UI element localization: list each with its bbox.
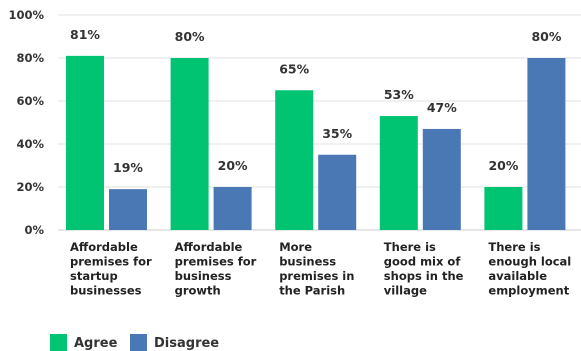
- category-label-line: enough local: [488, 255, 571, 269]
- bar-agree: [484, 187, 523, 230]
- bar-disagree: [422, 128, 461, 230]
- bar-agree: [379, 116, 418, 230]
- data-label: 65%: [279, 61, 309, 76]
- legend-swatch-disagree: [130, 334, 147, 351]
- y-tick-label: 0%: [24, 223, 44, 237]
- category-label-line: businesses: [70, 284, 142, 298]
- bar-disagree: [318, 154, 357, 230]
- category-label-line: More: [279, 240, 312, 254]
- legend-label-agree: Agree: [74, 336, 118, 351]
- category-label: There is enough local available employment: [488, 240, 571, 298]
- category-labels: Affordable premises for startup businessesA…: [70, 240, 571, 298]
- bar-disagree: [527, 58, 566, 230]
- legend-swatch-agree: [50, 334, 67, 351]
- category-label-line: premises for: [70, 255, 152, 269]
- bar-agree: [275, 90, 314, 230]
- category-label-line: good mix of: [384, 255, 462, 269]
- bar-agree: [66, 55, 104, 230]
- data-labels: 81% 80% 65% 53% 20% 19% 20% 35% 47% 80%: [70, 27, 562, 175]
- category-label: More business premises in the Parish: [279, 240, 354, 298]
- category-label-line: Affordable: [175, 240, 243, 254]
- bars: [66, 55, 566, 230]
- category-label-line: There is: [488, 240, 540, 254]
- category-label-line: Affordable: [70, 240, 138, 254]
- category-label-line: village: [384, 284, 427, 298]
- y-tick-label: 80%: [16, 51, 44, 65]
- y-axis-ticks: 0% 20% 40% 60% 80% 100%: [8, 8, 44, 237]
- data-label: 35%: [322, 126, 352, 141]
- category-label-line: business: [175, 269, 232, 283]
- y-tick-label: 60%: [16, 94, 44, 108]
- bar-agree: [170, 58, 209, 230]
- legend-label-disagree: Disagree: [154, 336, 219, 351]
- data-label: 81%: [70, 27, 100, 42]
- y-tick-label: 100%: [8, 8, 44, 22]
- category-label-line: business: [279, 255, 336, 269]
- data-label: 19%: [113, 160, 143, 175]
- category-label: Affordable premises for startup businesses: [70, 240, 152, 298]
- data-label: 20%: [218, 158, 248, 173]
- legend: Agree Disagree: [50, 334, 219, 351]
- category-label-line: premises in: [279, 269, 354, 283]
- category-label-line: the Parish: [279, 284, 345, 298]
- category-label-line: available: [488, 269, 547, 283]
- category-label-line: premises for: [175, 255, 257, 269]
- bar-disagree: [213, 187, 252, 230]
- category-label-line: shops in the: [384, 269, 464, 283]
- y-tick-label: 20%: [16, 180, 44, 194]
- category-label-line: startup: [70, 269, 118, 283]
- category-label-line: employment: [488, 284, 569, 298]
- category-label-line: There is: [384, 240, 436, 254]
- data-label: 80%: [175, 29, 205, 44]
- data-label: 47%: [427, 100, 457, 115]
- data-label: 53%: [384, 87, 414, 102]
- bar-disagree: [109, 189, 147, 230]
- category-label: There is good mix of shops in the village: [384, 240, 464, 298]
- category-label: Affordable premises for business growth: [175, 240, 257, 298]
- data-label: 80%: [531, 29, 561, 44]
- data-label: 20%: [488, 158, 518, 173]
- category-label-line: growth: [175, 284, 221, 298]
- y-tick-label: 40%: [16, 137, 44, 151]
